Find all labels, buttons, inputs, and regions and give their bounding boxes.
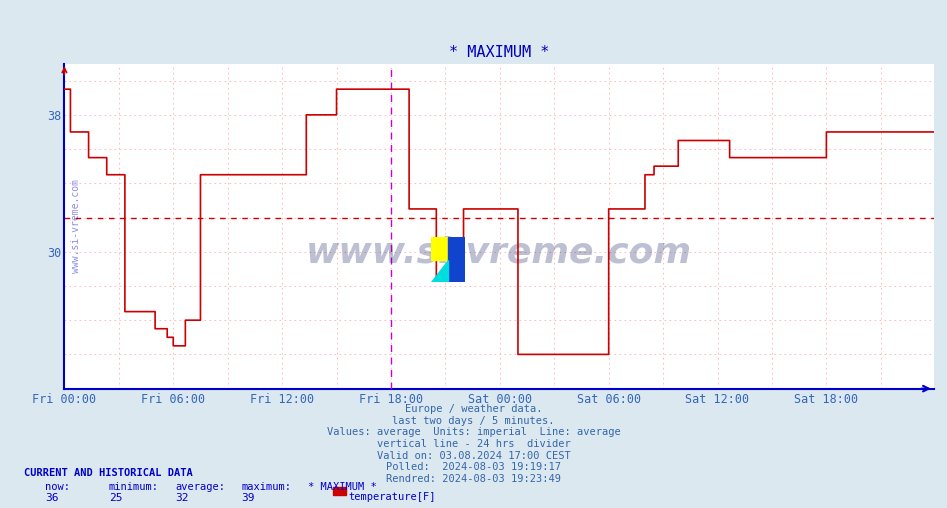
Text: www.si-vreme.com: www.si-vreme.com	[306, 235, 692, 269]
Bar	[448, 237, 465, 282]
Text: maximum:: maximum:	[241, 482, 292, 492]
Bar	[431, 237, 448, 260]
Text: temperature[F]: temperature[F]	[348, 492, 436, 502]
Text: Polled:  2024-08-03 19:19:17: Polled: 2024-08-03 19:19:17	[386, 462, 561, 472]
Title: * MAXIMUM *: * MAXIMUM *	[449, 45, 549, 59]
Text: Values: average  Units: imperial  Line: average: Values: average Units: imperial Line: av…	[327, 427, 620, 437]
Text: CURRENT AND HISTORICAL DATA: CURRENT AND HISTORICAL DATA	[24, 468, 192, 479]
Text: 25: 25	[109, 493, 122, 503]
Polygon shape	[431, 260, 448, 282]
Text: Europe / weather data.: Europe / weather data.	[404, 404, 543, 414]
Text: last two days / 5 minutes.: last two days / 5 minutes.	[392, 416, 555, 426]
Text: now:: now:	[45, 482, 70, 492]
Text: average:: average:	[175, 482, 225, 492]
Text: 36: 36	[45, 493, 59, 503]
Text: 32: 32	[175, 493, 188, 503]
Text: Rendred: 2024-08-03 19:23:49: Rendred: 2024-08-03 19:23:49	[386, 474, 561, 484]
Text: vertical line - 24 hrs  divider: vertical line - 24 hrs divider	[377, 439, 570, 449]
Text: 39: 39	[241, 493, 255, 503]
Text: Valid on: 03.08.2024 17:00 CEST: Valid on: 03.08.2024 17:00 CEST	[377, 451, 570, 461]
Text: * MAXIMUM *: * MAXIMUM *	[308, 482, 377, 492]
Text: www.si-vreme.com: www.si-vreme.com	[71, 179, 80, 273]
Text: minimum:: minimum:	[109, 482, 159, 492]
